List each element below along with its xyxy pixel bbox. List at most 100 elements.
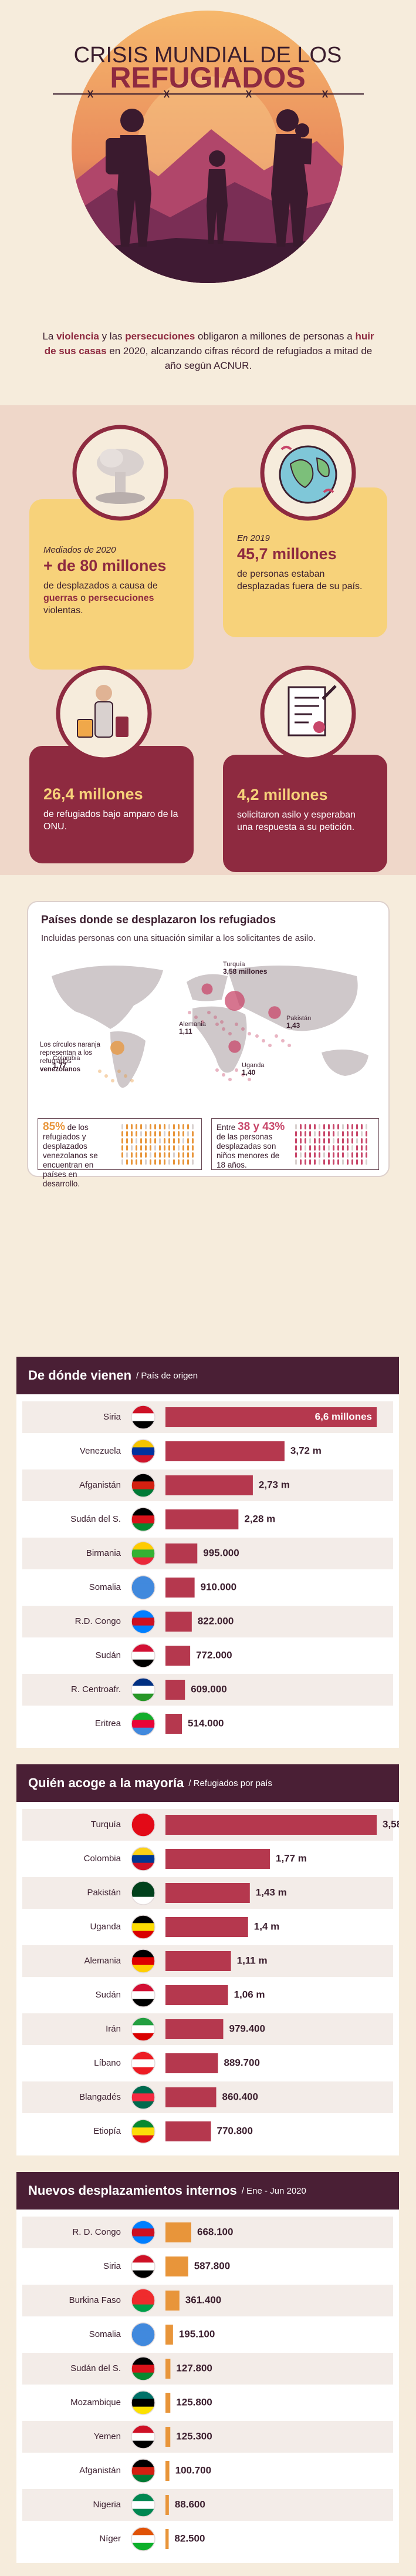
flag-stripe (131, 1652, 155, 1660)
map-dot (288, 1044, 291, 1047)
flag-stripe (131, 2059, 155, 2068)
pictogram-figure (323, 1138, 325, 1144)
pictogram-figure (131, 1152, 133, 1158)
category-label: Nigeria (93, 2500, 121, 2510)
value-label: 88.600 (175, 2498, 205, 2510)
category-label: Irán (106, 2024, 121, 2034)
bar (165, 2291, 180, 2311)
map-bubble (228, 1040, 241, 1053)
category-label: Turquía (91, 1820, 121, 1830)
pictogram-figure (173, 1152, 175, 1158)
flag (131, 1575, 155, 1600)
text-segment: de los refugiados y desplazados venezola… (43, 1123, 98, 1188)
pictogram-figure (126, 1145, 128, 1151)
flag-stripe (131, 1481, 155, 1490)
flag (131, 2017, 155, 2042)
value-label: 910.000 (201, 1581, 236, 1592)
flag (131, 2424, 155, 2449)
flag (131, 1643, 155, 1668)
pictogram-figure (173, 1131, 175, 1136)
flag (131, 2220, 155, 2245)
pictogram-figure (328, 1145, 330, 1151)
map-point-name: Alemania (179, 1021, 207, 1028)
info-box-text: 85% de los refugiados y desplazados vene… (43, 1121, 113, 1189)
pictogram-figure (323, 1159, 325, 1165)
pictogram-figure (168, 1124, 170, 1129)
map-dot (262, 1039, 265, 1042)
bar (165, 1917, 248, 1937)
flag-stripe (131, 2527, 155, 2535)
pictogram-figure (305, 1131, 306, 1136)
pictogram-figure (140, 1138, 142, 1144)
bar (165, 1509, 239, 1529)
pictogram-figure (136, 1138, 137, 1144)
icon-explosion (72, 425, 168, 521)
value-label: 587.800 (194, 2260, 230, 2271)
pictogram-figure (136, 1124, 137, 1129)
title-line-2: REFUGIADOS (110, 61, 305, 94)
category-label: Mozambique (70, 2397, 121, 2407)
category-label: Afganistán (79, 1480, 121, 1490)
bar (165, 1441, 285, 1461)
text-segment: violentas. (43, 606, 83, 616)
pictogram-figure (314, 1138, 316, 1144)
pictogram-figure (309, 1138, 311, 1144)
flag (131, 1983, 155, 2007)
pictogram-figure (192, 1138, 194, 1144)
map-dot (130, 1079, 134, 1082)
pictogram-figure (168, 1159, 170, 1165)
pictogram-figure (337, 1145, 339, 1151)
pictogram-figure (337, 1124, 339, 1129)
pictogram-figure (333, 1145, 334, 1151)
row-band (22, 2353, 393, 2385)
bold-segment: violencia (56, 331, 99, 342)
pictogram-figure (333, 1159, 334, 1165)
pictogram-figure (323, 1131, 325, 1136)
bar (165, 1883, 250, 1903)
flag (131, 2288, 155, 2313)
category-label: Níger (99, 2534, 121, 2544)
pictogram-figure (295, 1159, 297, 1165)
map-bubble (110, 1041, 124, 1055)
pictogram-figure (178, 1124, 180, 1129)
pictogram-figure (159, 1138, 161, 1144)
category-label: Sudán del S. (70, 1514, 121, 1524)
pictogram-figure (159, 1159, 161, 1165)
flag (131, 2459, 155, 2483)
pictogram-figure (159, 1131, 161, 1136)
row-band (22, 1606, 393, 1637)
pictogram-figure (366, 1124, 367, 1129)
value-label: 1,77 m (276, 1852, 307, 1864)
flag-stripe (131, 1508, 155, 1516)
map-panel: Países donde se desplazaron los refugiad… (27, 901, 390, 1188)
pictogram (121, 1124, 194, 1165)
title-line-1: CRISIS MUNDIAL DE LOS (74, 43, 342, 68)
value-label: 1,43 m (256, 1886, 287, 1898)
pictogram-figure (154, 1138, 156, 1144)
stat-text: de desplazados a causa de guerras o pers… (43, 580, 180, 617)
pictogram-figure (319, 1159, 320, 1165)
pictogram-figure (145, 1159, 147, 1165)
pictogram-figure (347, 1152, 349, 1158)
flag (131, 1847, 155, 1871)
bar (165, 2461, 170, 2481)
text-segment: Los círculos naranja representan a los r… (40, 1041, 100, 1065)
chart-heading: De dónde vienen / País de origen (28, 1368, 198, 1383)
pictogram-figure (140, 1152, 142, 1158)
flag-stripe (131, 2228, 155, 2237)
pictogram-figure (328, 1131, 330, 1136)
flag-stripe (131, 1915, 155, 1923)
pictogram-figure (192, 1152, 194, 1158)
pictogram-figure (178, 1152, 180, 1158)
flag (131, 1439, 155, 1464)
pictogram-figure (187, 1145, 189, 1151)
pictogram-figure (361, 1145, 363, 1151)
flag (131, 1507, 155, 1532)
value-label: 127.800 (176, 2362, 212, 2373)
pictogram-figure (319, 1145, 320, 1151)
category-label: Venezuela (80, 1446, 121, 1456)
flag-stripe (131, 2535, 155, 2544)
map-dot (248, 1078, 251, 1081)
pictogram-figure (342, 1124, 344, 1129)
pictogram-figure (309, 1124, 311, 1129)
